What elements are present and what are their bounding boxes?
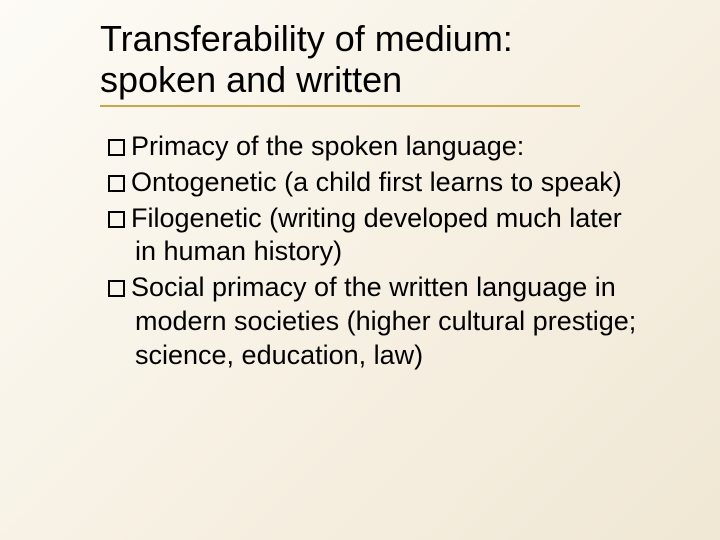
slide-title: Transferability of medium: spoken and wr… bbox=[100, 18, 580, 107]
title-line-1: Transferability of medium: bbox=[100, 18, 513, 59]
square-bullet-icon bbox=[108, 280, 125, 297]
square-bullet-icon bbox=[108, 139, 125, 156]
bullet-text: Primacy of the spoken language: bbox=[131, 131, 524, 161]
slide: Transferability of medium: spoken and wr… bbox=[0, 0, 720, 540]
bullet-text: Filogenetic (writing developed much late… bbox=[131, 203, 622, 267]
list-item: Filogenetic (writing developed much late… bbox=[108, 202, 643, 270]
title-line-2: spoken and written bbox=[100, 59, 402, 100]
bullet-text: Social primacy of the written language i… bbox=[131, 272, 636, 370]
list-item: Primacy of the spoken language: bbox=[108, 130, 643, 164]
bullet-text: Ontogenetic (a child first learns to spe… bbox=[131, 167, 622, 197]
slide-body: Primacy of the spoken language: Ontogene… bbox=[108, 130, 643, 374]
list-item: Ontogenetic (a child first learns to spe… bbox=[108, 166, 643, 200]
square-bullet-icon bbox=[108, 211, 125, 228]
square-bullet-icon bbox=[108, 175, 125, 192]
list-item: Social primacy of the written language i… bbox=[108, 271, 643, 372]
